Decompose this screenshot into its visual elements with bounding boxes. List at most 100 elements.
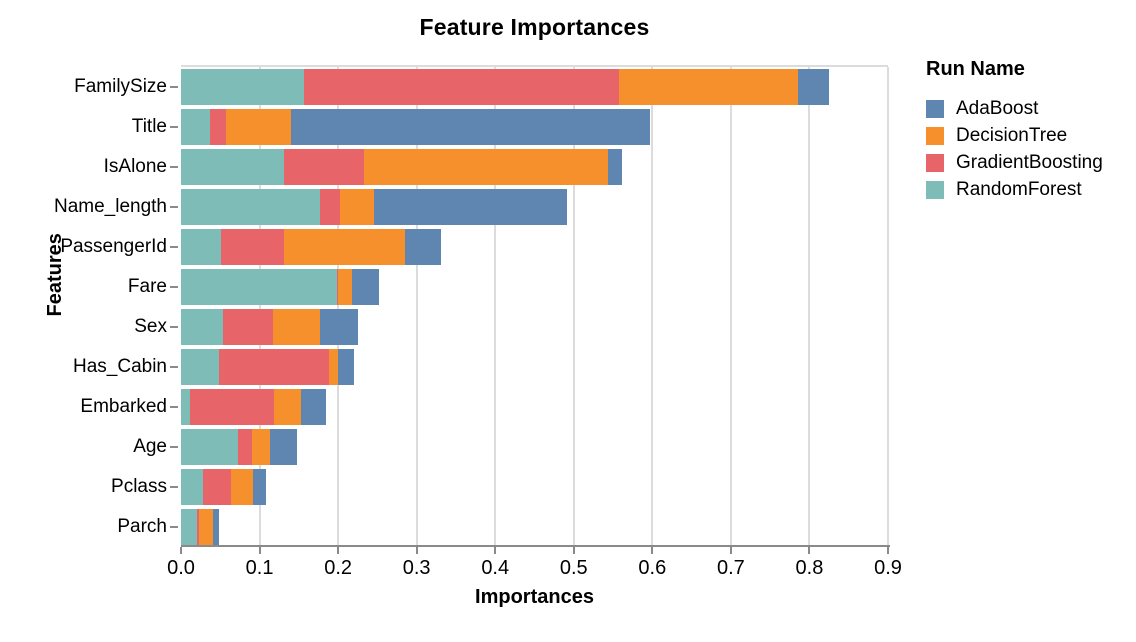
bar-segment-Pclass-RandomForest (181, 469, 203, 505)
bar-segment-Title-GradientBoosting (210, 109, 226, 145)
y-label-Fare: Fare (127, 276, 167, 297)
y-tick-PassengerId (170, 246, 178, 248)
bar-segment-FamilySize-DecisionTree (618, 69, 799, 105)
x-label-0.0: 0.0 (167, 557, 195, 579)
legend: Run Name AdaBoost DecisionTree GradientBoo… (926, 58, 1103, 203)
legend-items: AdaBoost DecisionTree GradientBoosting Rand… (926, 95, 1103, 203)
bar-segment-Parch-AdaBoost (213, 509, 219, 545)
x-axis-line (181, 545, 890, 547)
y-label-Pclass: Pclass (111, 476, 167, 497)
bar-segment-PassengerId-RandomForest (181, 229, 222, 265)
x-axis-title: Importances (475, 586, 594, 608)
x-label-0.4: 0.4 (481, 557, 510, 579)
y-tick-Has_Cabin (170, 366, 178, 368)
bar-segment-Title-DecisionTree (225, 109, 291, 145)
legend-title: Run Name (926, 58, 1025, 80)
y-label-Embarked: Embarked (80, 396, 167, 417)
bar-segment-Age-AdaBoost (269, 429, 298, 465)
bar-segment-Has_Cabin-AdaBoost (338, 349, 354, 385)
bar-segment-FamilySize-RandomForest (181, 69, 305, 105)
bar-segment-Fare-DecisionTree (338, 269, 353, 305)
bar-segment-PassengerId-DecisionTree (283, 229, 405, 265)
legend-label-DecisionTree: DecisionTree (956, 124, 1068, 146)
gridline-x-0.4 (494, 67, 497, 547)
y-label-Age: Age (133, 436, 167, 457)
gridline-x-0.2 (337, 67, 340, 547)
gridline-x-0.6 (651, 67, 654, 547)
legend-label-RandomForest: RandomForest (956, 178, 1082, 200)
bar-segment-Sex-AdaBoost (320, 309, 358, 345)
bar-segment-Pclass-GradientBoosting (202, 469, 232, 505)
x-label-0.6: 0.6 (638, 557, 667, 579)
x-tick-0.0 (180, 547, 182, 554)
legend-item-AdaBoost: AdaBoost (926, 95, 1103, 122)
x-tick-0.2 (337, 547, 340, 554)
bar-segment-Name_length-DecisionTree (340, 189, 375, 225)
bar-segment-PassengerId-GradientBoosting (221, 229, 284, 265)
y-tick-Pclass (170, 486, 178, 488)
bar-segment-Title-AdaBoost (290, 109, 650, 145)
x-tick-0.1 (258, 547, 261, 554)
y-label-PassengerId: PassengerId (60, 236, 167, 257)
x-tick-0.9 (887, 547, 889, 554)
legend-item-DecisionTree: DecisionTree (926, 122, 1103, 149)
x-label-0.9: 0.9 (874, 557, 902, 579)
bar-segment-Embarked-GradientBoosting (190, 389, 275, 425)
y-tick-Age (170, 446, 178, 448)
bar-segment-Parch-GradientBoosting (197, 509, 200, 545)
x-tick-0.8 (808, 547, 811, 554)
y-label-Name_length: Name_length (53, 196, 167, 217)
bar-segment-Name_length-GradientBoosting (320, 189, 341, 225)
bar-segment-Pclass-DecisionTree (231, 469, 254, 505)
y-label-FamilySize: FamilySize (74, 76, 167, 97)
bar-segment-Embarked-DecisionTree (274, 389, 302, 425)
x-tick-0.7 (729, 547, 732, 554)
bar-segment-Title-RandomForest (181, 109, 211, 145)
y-label-IsAlone: IsAlone (103, 156, 167, 177)
y-tick-Parch (170, 526, 178, 528)
x-label-0.7: 0.7 (716, 557, 745, 579)
x-tick-0.4 (494, 547, 497, 554)
legend-item-RandomForest: RandomForest (926, 176, 1103, 203)
legend-label-AdaBoost: AdaBoost (956, 97, 1039, 119)
bar-segment-Fare-RandomForest (181, 269, 338, 305)
x-tick-0.3 (415, 547, 418, 554)
legend-item-GradientBoosting: GradientBoosting (926, 149, 1103, 176)
bar-segment-Embarked-RandomForest (181, 389, 191, 425)
x-label-0.3: 0.3 (402, 557, 431, 579)
y-label-Has_Cabin: Has_Cabin (73, 356, 167, 377)
bar-segment-Has_Cabin-GradientBoosting (219, 349, 330, 385)
bar-segment-Age-GradientBoosting (237, 429, 253, 465)
bar-segment-IsAlone-AdaBoost (607, 149, 622, 185)
bar-segment-FamilySize-AdaBoost (798, 69, 830, 105)
gridline-x-0.9 (887, 67, 889, 547)
bar-segment-Fare-AdaBoost (352, 269, 379, 305)
bar-segment-Sex-RandomForest (181, 309, 224, 345)
gridline-x-0.5 (572, 67, 575, 547)
bar-segment-PassengerId-AdaBoost (404, 229, 441, 265)
y-tick-IsAlone (170, 166, 178, 168)
bar-segment-IsAlone-GradientBoosting (283, 149, 365, 185)
x-tick-0.6 (651, 547, 654, 554)
bar-segment-Age-DecisionTree (252, 429, 270, 465)
y-tick-FamilySize (170, 86, 178, 88)
legend-swatch-GradientBoosting (926, 153, 944, 172)
y-tick-Sex (170, 326, 178, 328)
bar-segment-Has_Cabin-RandomForest (181, 349, 220, 385)
x-label-0.8: 0.8 (795, 557, 824, 579)
y-tick-Name_length (170, 206, 178, 208)
y-tick-Embarked (170, 406, 178, 408)
bar-segment-Parch-DecisionTree (199, 509, 214, 545)
y-label-Sex: Sex (134, 316, 167, 337)
x-label-0.5: 0.5 (559, 557, 588, 579)
plot-area: FamilySize Title IsAlone Name_length Passeng… (54, 65, 889, 547)
chart-title: Feature Importances (419, 14, 650, 40)
bar-segment-IsAlone-DecisionTree (364, 149, 608, 185)
legend-swatch-AdaBoost (926, 99, 944, 118)
bar-segment-Name_length-AdaBoost (374, 189, 567, 225)
x-tick-0.5 (572, 547, 575, 554)
bar-segment-Embarked-AdaBoost (301, 389, 327, 425)
bar-segment-Fare-GradientBoosting (337, 269, 339, 305)
bar-segment-Has_Cabin-DecisionTree (329, 349, 339, 385)
